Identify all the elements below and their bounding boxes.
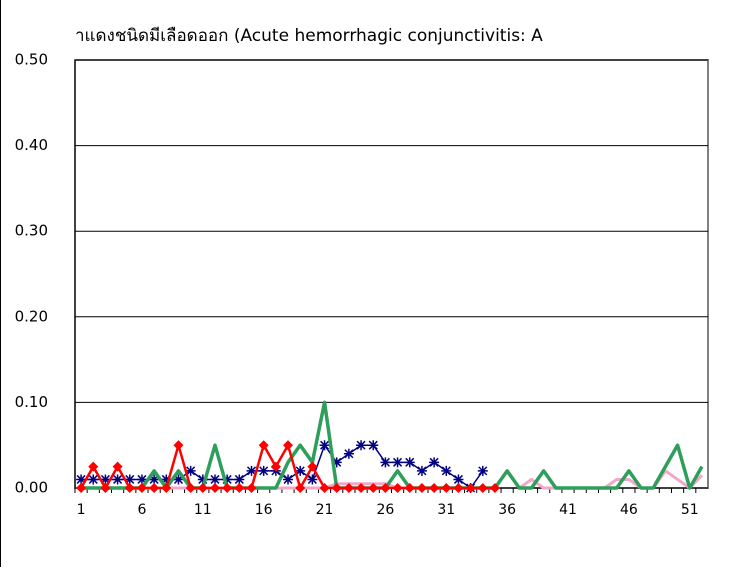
marker — [478, 483, 488, 493]
marker — [210, 483, 220, 493]
marker — [88, 474, 98, 484]
chart-title: าแดงชนิดมีเลือดออก (Acute hemorrhagic co… — [75, 26, 543, 46]
y-tick-label: 0.30 — [15, 222, 48, 240]
marker — [222, 483, 232, 493]
marker — [210, 474, 220, 484]
marker — [344, 449, 354, 459]
marker — [100, 483, 110, 493]
x-tick-label: 31 — [437, 502, 455, 518]
plot-frame — [75, 60, 708, 488]
marker — [429, 483, 439, 493]
marker — [113, 474, 123, 484]
marker — [393, 483, 403, 493]
x-tick-label: 26 — [376, 502, 394, 518]
x-tick-label: 41 — [559, 502, 577, 518]
marker — [76, 483, 86, 493]
marker — [125, 483, 135, 493]
marker — [259, 466, 269, 476]
marker — [307, 474, 317, 484]
marker — [453, 483, 463, 493]
y-tick-label: 0.10 — [15, 393, 48, 411]
marker — [393, 457, 403, 467]
y-tick-label: 0.50 — [15, 51, 48, 69]
marker — [234, 483, 244, 493]
x-tick-label: 51 — [681, 502, 699, 518]
marker — [368, 440, 378, 450]
y-tick-label: 0.20 — [15, 307, 48, 325]
marker — [453, 474, 463, 484]
marker — [429, 457, 439, 467]
marker — [113, 462, 123, 472]
marker — [149, 483, 159, 493]
marker — [173, 440, 183, 450]
y-tick-label: 0.40 — [15, 136, 48, 154]
marker — [441, 483, 451, 493]
x-tick-label: 6 — [137, 502, 146, 518]
marker — [417, 483, 427, 493]
marker — [405, 457, 415, 467]
marker — [234, 474, 244, 484]
marker — [283, 474, 293, 484]
x-tick-label: 36 — [498, 502, 516, 518]
y-tick-label: 0.00 — [15, 479, 48, 497]
x-tick-label: 46 — [620, 502, 638, 518]
x-tick-label: 21 — [316, 502, 334, 518]
marker — [283, 440, 293, 450]
marker — [247, 483, 257, 493]
x-tick-label: 1 — [77, 502, 86, 518]
marker — [259, 440, 269, 450]
x-tick-label: 16 — [255, 502, 273, 518]
marker — [295, 483, 305, 493]
marker — [441, 466, 451, 476]
x-tick-label: 11 — [194, 502, 212, 518]
marker — [417, 466, 427, 476]
marker — [320, 440, 330, 450]
marker — [356, 440, 366, 450]
marker — [271, 462, 281, 472]
marker — [88, 462, 98, 472]
marker — [198, 483, 208, 493]
marker — [380, 457, 390, 467]
marker — [320, 483, 330, 493]
marker — [478, 466, 488, 476]
